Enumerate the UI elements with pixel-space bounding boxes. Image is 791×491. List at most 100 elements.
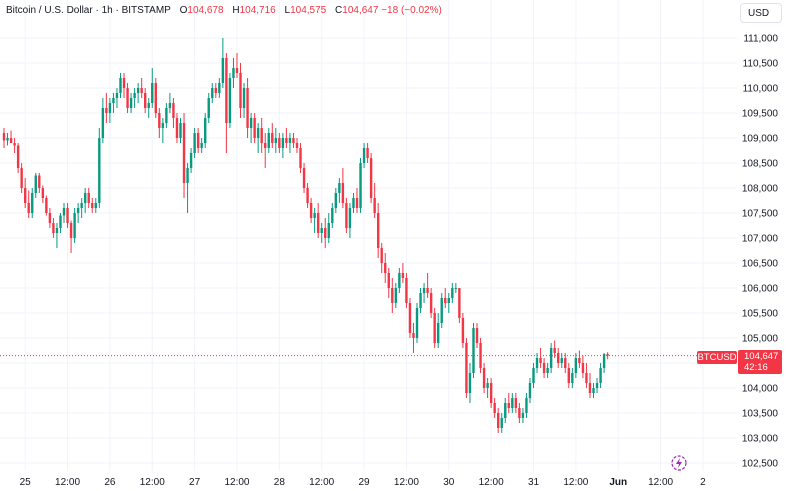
candle <box>345 198 348 233</box>
legend-change: −18 (−0.02%) <box>381 5 442 16</box>
candle-body <box>475 328 479 343</box>
candle <box>129 93 133 113</box>
candle <box>55 223 59 248</box>
candle <box>599 363 602 388</box>
candle-body <box>144 93 147 108</box>
candle-body <box>214 88 217 93</box>
candle-body <box>355 198 359 208</box>
candle <box>31 188 34 218</box>
y-tick-label: 108,500 <box>742 159 779 170</box>
candle-body <box>200 143 203 148</box>
candle-body <box>69 223 73 238</box>
legend-open: 104,678 <box>187 5 224 16</box>
candle-body <box>281 138 285 148</box>
candle <box>602 353 606 373</box>
candle <box>440 293 443 328</box>
candle <box>338 178 341 203</box>
x-tick-label: 12:00 <box>479 477 504 488</box>
candle-body <box>320 228 323 233</box>
x-tick-label: 2 <box>700 477 706 488</box>
candle <box>140 78 143 98</box>
candle-body <box>228 78 232 123</box>
candle <box>175 113 179 143</box>
x-tick-label: 26 <box>104 477 116 488</box>
candle-body <box>514 398 518 408</box>
candle <box>539 348 542 368</box>
candle <box>196 128 200 153</box>
candle <box>52 218 55 238</box>
currency-button[interactable]: USD <box>740 3 782 23</box>
candle-body <box>274 138 278 143</box>
legend-close-label: C <box>335 5 343 16</box>
candle <box>281 133 285 158</box>
candle <box>6 133 9 146</box>
candle <box>182 113 186 198</box>
candle-body <box>168 103 172 108</box>
candles <box>2 38 609 433</box>
candle-body <box>426 288 429 293</box>
candle-body <box>348 208 352 228</box>
candle-body <box>267 133 270 148</box>
candle-body <box>235 68 239 73</box>
y-tick-label: 106,000 <box>742 284 779 295</box>
candle-body <box>48 213 52 223</box>
candle-body <box>574 358 578 373</box>
candle <box>144 88 147 113</box>
candle <box>578 350 581 368</box>
candle <box>253 113 256 143</box>
candle <box>133 88 136 108</box>
candle <box>461 313 465 348</box>
candle-body <box>302 168 306 188</box>
candle <box>532 363 535 388</box>
candle <box>585 363 588 388</box>
candle <box>429 288 433 318</box>
candle <box>249 113 253 143</box>
lightning-bolt-icon[interactable] <box>671 455 687 471</box>
candle <box>331 203 334 228</box>
candle-body <box>511 398 514 408</box>
candle <box>221 38 225 88</box>
candle-body <box>316 213 320 233</box>
candle-body <box>154 83 157 113</box>
x-tick-label: 12:00 <box>140 477 165 488</box>
candle-body <box>553 348 556 353</box>
grid-lines <box>0 0 737 471</box>
candle-body <box>384 263 387 273</box>
candle <box>518 403 521 423</box>
candle <box>267 128 270 153</box>
candle-body <box>45 198 48 213</box>
candle <box>214 83 217 98</box>
candle-body <box>264 143 267 148</box>
candle-body <box>362 148 366 163</box>
candle <box>16 143 20 173</box>
candle <box>553 340 556 358</box>
candle <box>521 408 525 423</box>
candle-body <box>91 203 94 208</box>
candle <box>408 298 412 338</box>
candle <box>592 383 595 398</box>
candle-body <box>165 108 168 123</box>
candle <box>588 373 592 398</box>
y-tick-label: 109,000 <box>742 134 779 145</box>
candle-body <box>602 354 606 368</box>
candle-body <box>497 413 500 428</box>
candle <box>373 183 376 218</box>
candle-body <box>405 278 408 303</box>
price-axis[interactable]: 102,500103,000103,500104,000104,500105,0… <box>742 34 779 470</box>
candle <box>535 353 539 373</box>
candle <box>507 393 510 413</box>
candle <box>302 163 306 193</box>
candle <box>101 98 105 143</box>
candle-body <box>539 358 542 363</box>
candle-body <box>253 118 256 138</box>
candle-body <box>34 175 37 193</box>
candle-body <box>581 363 585 373</box>
legend-high: 104,716 <box>239 5 276 16</box>
candle-body <box>521 413 525 418</box>
candle-body <box>193 133 196 153</box>
candle <box>34 173 37 198</box>
time-axis[interactable]: 25 12:00 26 12:00 27 12:00 28 12:00 29 12:00 30 12:… <box>20 477 707 488</box>
candle <box>154 78 157 118</box>
candle-body <box>6 138 9 141</box>
